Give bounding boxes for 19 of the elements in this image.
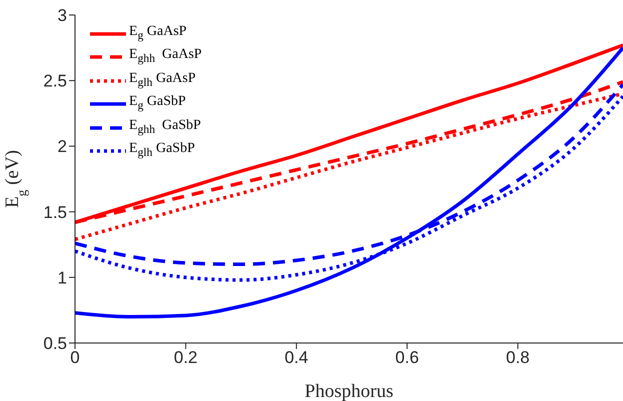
x-tick-label: 0 (70, 348, 80, 368)
legend-label: E$_{ghh}$ GaAsP (129, 47, 202, 66)
x-tick-label: 0.8 (506, 348, 530, 368)
legend-label: E$_{ghh}$ GaSbP (129, 118, 201, 137)
y-tick-label: 2 (58, 137, 67, 156)
y-tick-label: 2.5 (43, 72, 67, 91)
y-tick-label: 1.5 (43, 202, 67, 222)
y-tick-label: 1 (58, 268, 67, 288)
legend-label: E$_{glh}$ GaSbP (129, 141, 195, 160)
x-axis-title: Phosphorus (304, 381, 394, 401)
line-series (75, 46, 623, 319)
y-tick-label: 0.5 (43, 334, 67, 354)
legend-label: E$_{g}$ GaAsP (129, 24, 187, 43)
x-tick-label: 0.2 (174, 348, 198, 368)
legend-label: E$_{glh}$ GaAsP (129, 70, 196, 90)
x-tick-label: 0.6 (395, 348, 419, 368)
legend-label: E$_{g}$ GaSbP (129, 94, 186, 114)
y-tick-label: 3 (58, 6, 67, 26)
x-tick-label: 0.4 (284, 348, 308, 368)
